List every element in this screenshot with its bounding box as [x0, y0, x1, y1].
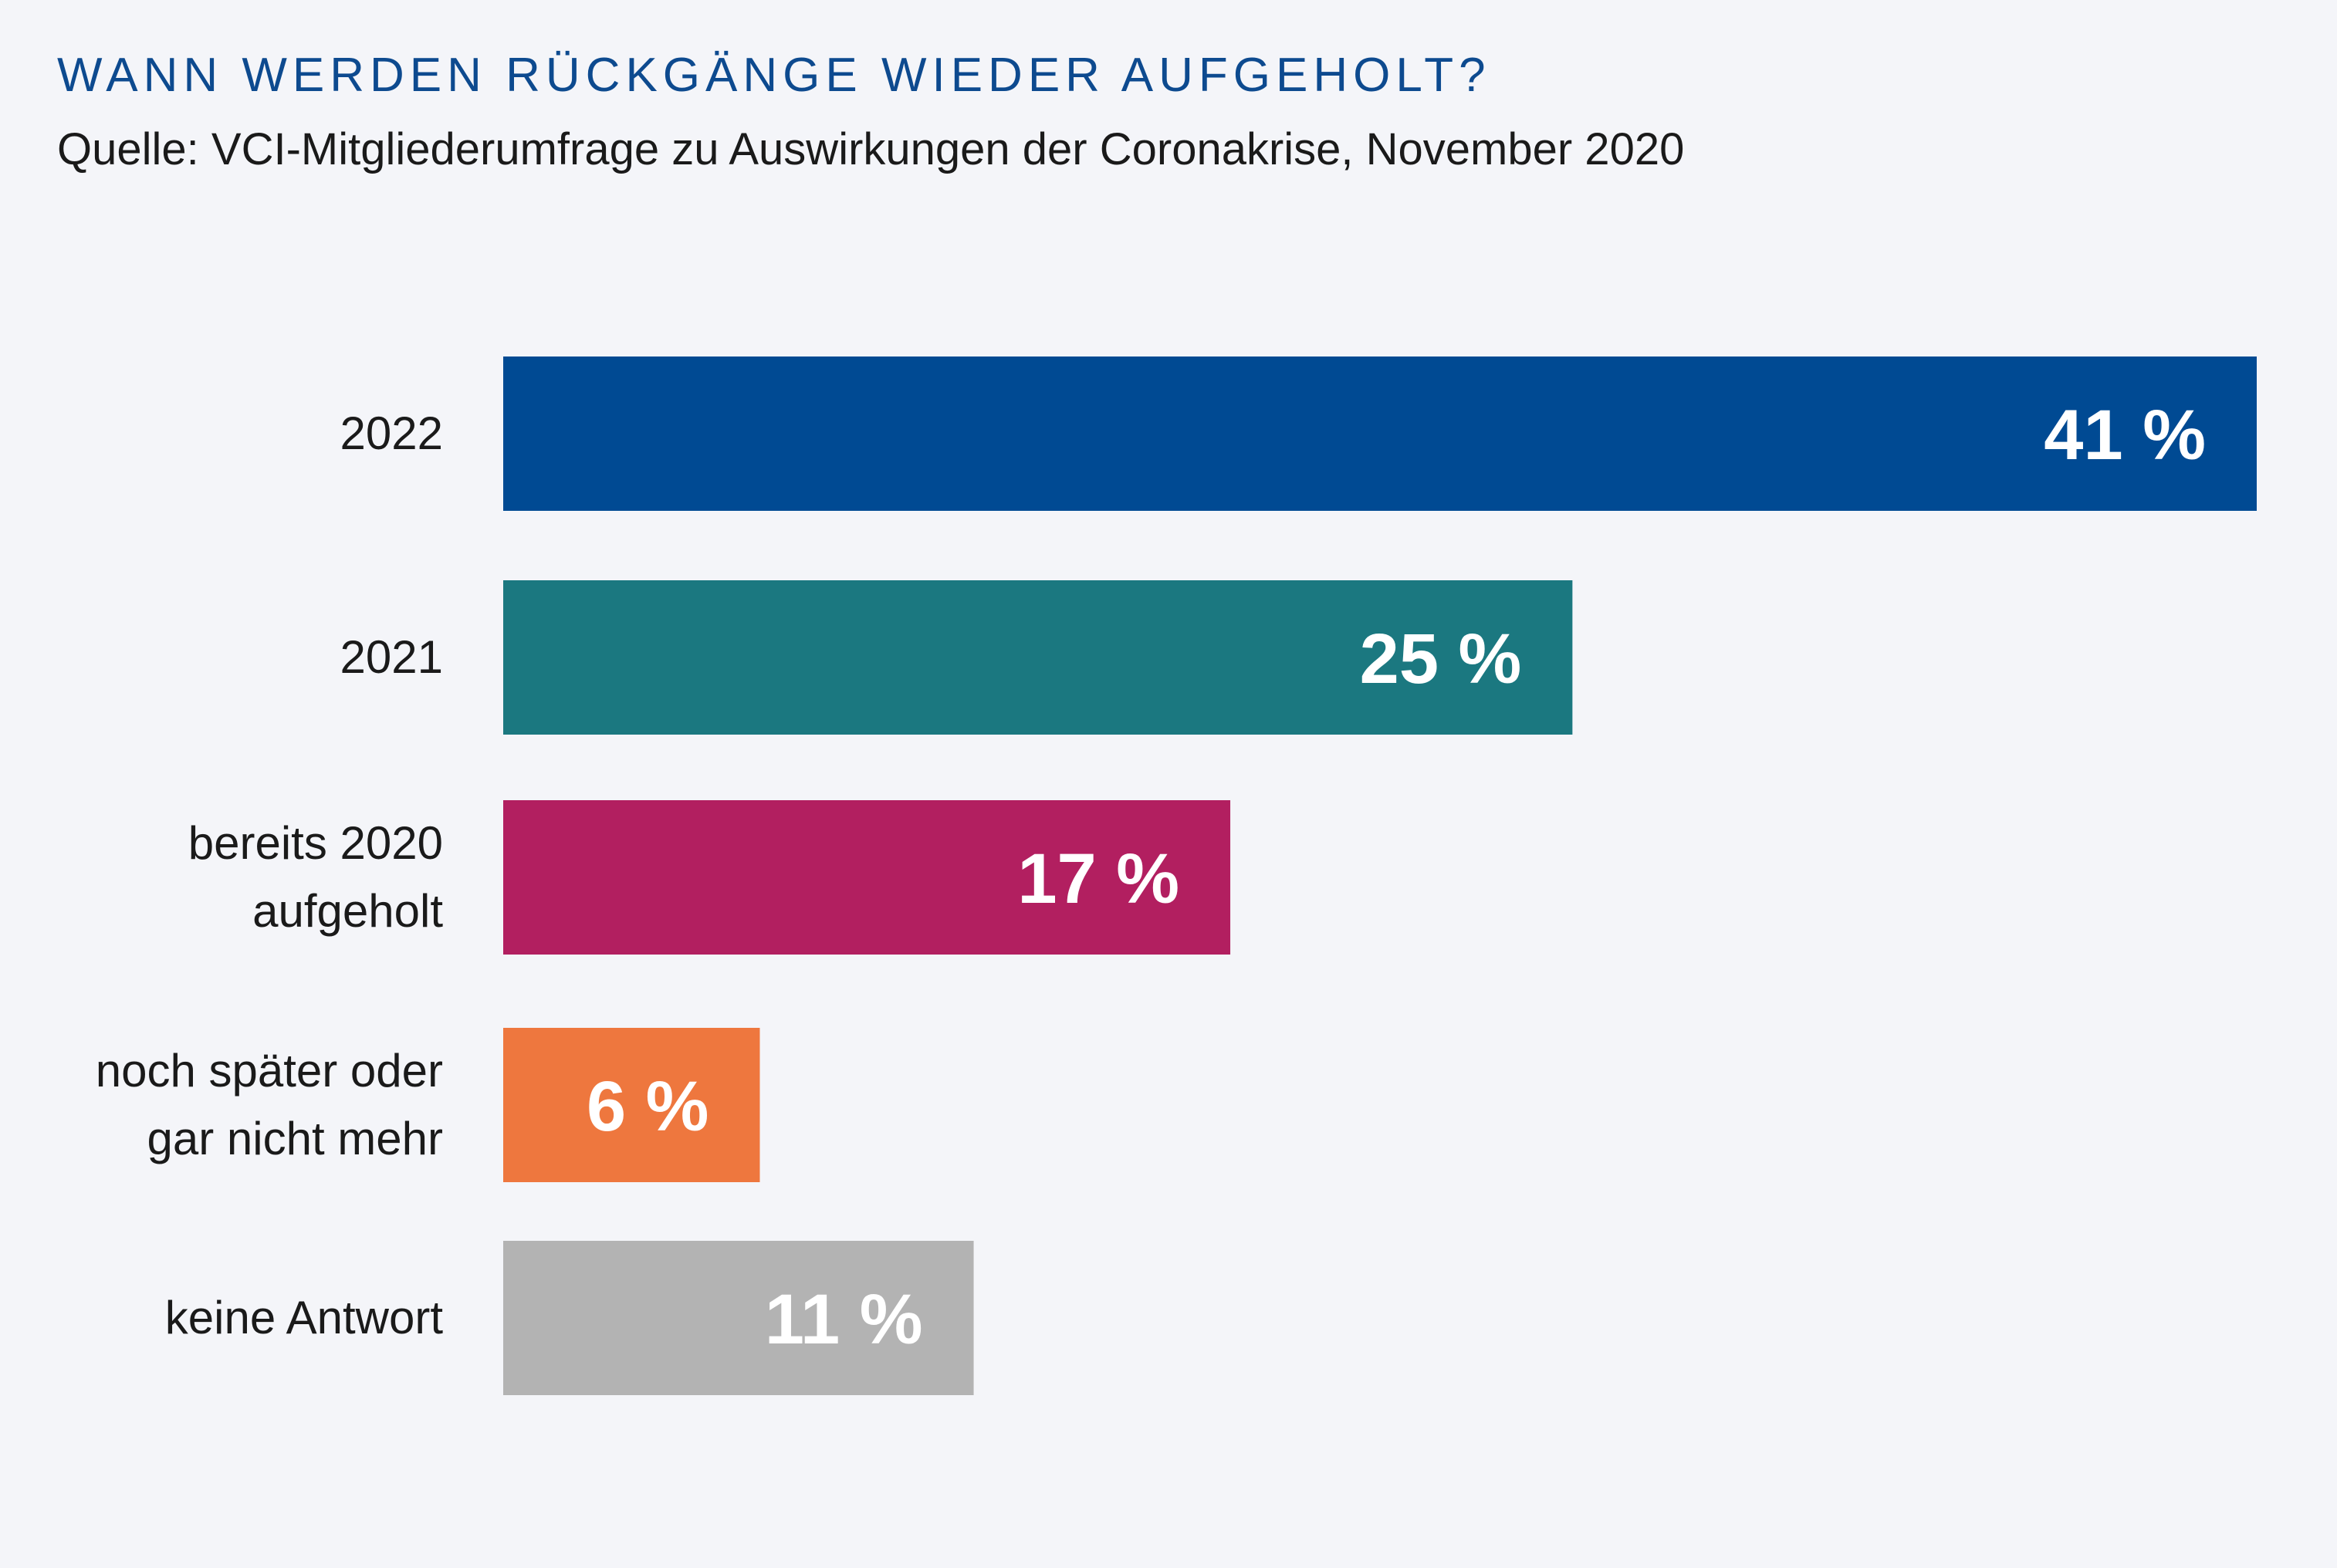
- bar-value-label-2: 17 %: [1017, 840, 1179, 918]
- bar-value-label-4: 11 %: [765, 1280, 923, 1359]
- bar-4: [503, 1241, 974, 1395]
- bar-3: [503, 1028, 760, 1182]
- category-label-4-0: keine Antwort: [165, 1292, 444, 1343]
- category-label-1-0: 2021: [340, 631, 443, 683]
- bar-1: [503, 580, 1573, 735]
- bar-value-label-1: 25 %: [1360, 620, 1522, 698]
- bar-value-label-3: 6 %: [587, 1067, 709, 1146]
- category-label-3-1: gar nicht mehr: [147, 1113, 444, 1164]
- bar-value-label-0: 41 %: [2044, 396, 2206, 475]
- bar-0: [503, 357, 2257, 511]
- category-label-2-0: bereits 2020: [188, 817, 443, 869]
- category-label-2-1: aufgeholt: [252, 885, 443, 937]
- chart-title: WANN WERDEN RÜCKGÄNGE WIEDER AUFGEHOLT?: [57, 49, 1491, 102]
- category-label-3-0: noch später oder: [96, 1045, 443, 1097]
- category-label-0-0: 2022: [340, 407, 443, 459]
- bar-2: [503, 800, 1231, 955]
- chart-subtitle: Quelle: VCI-Mitgliederumfrage zu Auswirk…: [57, 124, 1685, 174]
